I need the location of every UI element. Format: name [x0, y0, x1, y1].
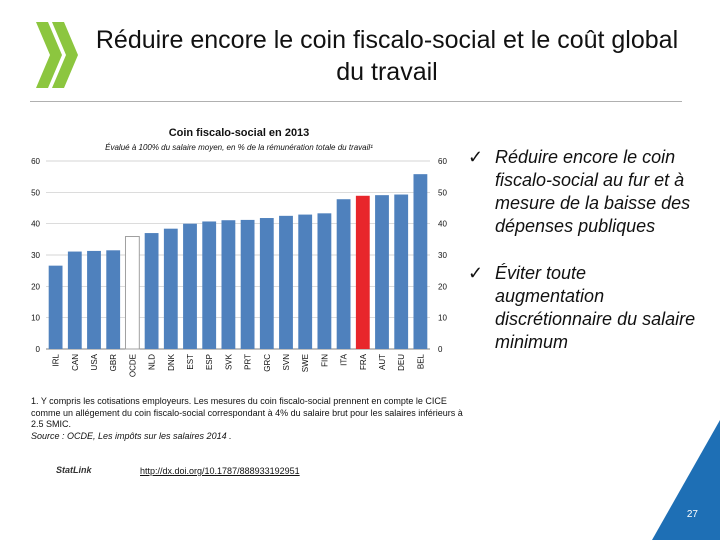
y-tick-label-right: 20	[438, 282, 447, 291]
x-tick-label: FIN	[320, 354, 329, 367]
x-tick-label: BEL	[416, 353, 425, 369]
bar-swe	[298, 214, 313, 349]
bullet-text: Réduire encore le coin fiscalo-social au…	[495, 147, 691, 236]
bar-can	[67, 251, 82, 349]
statlink-url[interactable]: http://dx.doi.org/10.1787/888933192951	[140, 466, 300, 476]
bar-deu	[394, 194, 409, 349]
bar-irl	[48, 265, 63, 349]
bullet-item: ✓ Réduire encore le coin fiscalo-social …	[468, 146, 698, 238]
y-tick-label-left: 50	[31, 188, 40, 197]
bar-fra	[355, 195, 370, 349]
bullet-text: Éviter toute augmentation discrétionnair…	[495, 263, 696, 352]
bar-bel	[413, 174, 428, 349]
bar-esp	[202, 221, 217, 349]
y-tick-label-left: 40	[31, 220, 40, 229]
check-icon: ✓	[468, 147, 484, 167]
y-tick-label-left: 10	[31, 314, 40, 323]
chart-source: Source : OCDE, Les impôts sur les salair…	[31, 430, 232, 441]
y-tick-label-right: 50	[438, 188, 447, 197]
bar-fin	[317, 213, 332, 349]
bar-gbr	[106, 250, 121, 349]
page-number: 27	[686, 509, 698, 520]
y-tick-label-right: 30	[438, 251, 447, 260]
bar-usa	[87, 250, 101, 349]
corner-decoration-icon	[652, 420, 720, 540]
x-tick-label: GRC	[263, 354, 272, 372]
chart-footnote: 1. Y compris les cotisations employeurs.…	[31, 396, 463, 429]
x-tick-label: PRT	[244, 354, 253, 370]
bar-chart: Coin fiscalo-social en 2013 Évalué à 100…	[31, 127, 447, 377]
check-icon: ✓	[468, 263, 484, 283]
bar-prt	[240, 219, 255, 349]
bar-aut	[375, 195, 389, 349]
chart-title: Coin fiscalo-social en 2013	[169, 127, 310, 139]
y-tick-label-left: 0	[36, 345, 41, 354]
bar-svk	[221, 220, 236, 349]
bar-ocde	[124, 236, 140, 350]
x-tick-label: SVN	[282, 354, 291, 371]
bullet-list: ✓ Réduire encore le coin fiscalo-social …	[468, 146, 698, 378]
x-tick-label: USA	[90, 353, 99, 370]
bar-dnk	[163, 228, 178, 349]
slide-title: Réduire encore le coin fiscalo-social et…	[95, 26, 679, 86]
y-tick-label-right: 60	[438, 157, 447, 166]
x-tick-label: DNK	[167, 353, 176, 371]
x-tick-label: FRA	[359, 353, 368, 370]
x-tick-label: SWE	[301, 354, 310, 372]
title-divider	[30, 101, 682, 102]
x-tick-label: GBR	[109, 354, 118, 372]
x-tick-label: DEU	[397, 354, 406, 371]
y-tick-label-left: 30	[31, 251, 40, 260]
chart-notes: 1. Y compris les cotisations employeurs.…	[31, 396, 471, 442]
bullet-item: ✓ Éviter toute augmentation discrétionna…	[468, 262, 698, 354]
x-tick-label: NLD	[148, 354, 157, 370]
statlink-logo: StatLink	[56, 465, 92, 475]
x-tick-label: SVK	[224, 353, 233, 370]
bar-nld	[144, 233, 159, 349]
y-tick-label-left: 20	[31, 282, 40, 291]
x-tick-label: ESP	[205, 354, 214, 370]
y-tick-label-right: 40	[438, 220, 447, 229]
x-tick-label: AUT	[378, 354, 387, 370]
chart-subtitle: Évalué à 100% du salaire moyen, en % de …	[105, 143, 373, 152]
bar-svn	[279, 215, 293, 349]
x-tick-label: EST	[186, 354, 195, 370]
bar-grc	[259, 218, 274, 349]
x-tick-label: CAN	[71, 354, 80, 371]
oecd-logo-icon	[36, 22, 78, 88]
y-tick-label-right: 0	[438, 345, 443, 354]
y-tick-label-right: 10	[438, 314, 447, 323]
bar-est	[183, 223, 197, 349]
x-tick-label: OCDE	[128, 354, 137, 377]
y-tick-label-left: 60	[31, 157, 40, 166]
x-tick-label: IRL	[52, 353, 61, 366]
bar-ita	[336, 199, 351, 349]
x-tick-label: ITA	[340, 353, 349, 366]
